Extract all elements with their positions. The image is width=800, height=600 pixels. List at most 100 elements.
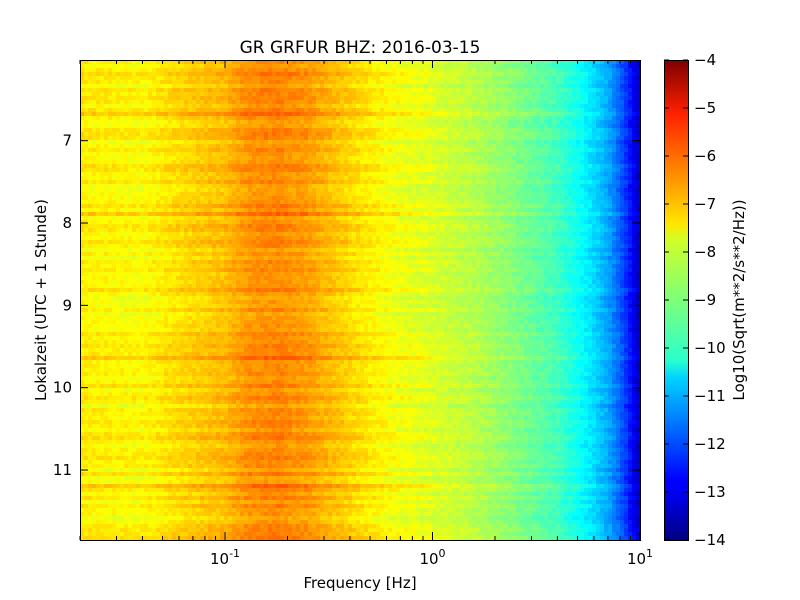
heatmap-cell <box>384 188 389 193</box>
heatmap-cell <box>564 152 569 157</box>
heatmap-cell <box>536 164 541 169</box>
heatmap-cell <box>188 164 193 169</box>
heatmap-cell <box>184 152 189 157</box>
heatmap-cell <box>252 112 257 117</box>
heatmap-cell <box>112 184 117 189</box>
heatmap-cell <box>232 192 237 197</box>
heatmap-cell <box>284 112 289 117</box>
heatmap-cell <box>320 80 325 85</box>
heatmap-cell <box>304 80 309 85</box>
heatmap-cell <box>220 168 225 173</box>
heatmap-cell <box>284 108 289 113</box>
heatmap-cell <box>376 148 381 153</box>
heatmap-cell <box>376 72 381 77</box>
heatmap-cell <box>448 156 453 161</box>
heatmap-cell <box>204 88 209 93</box>
heatmap-cell <box>384 140 389 145</box>
heatmap-cell <box>612 60 617 65</box>
heatmap-cell <box>496 88 501 93</box>
heatmap-cell <box>460 92 465 97</box>
heatmap-cell <box>396 76 401 81</box>
heatmap-cell <box>152 176 157 181</box>
heatmap-cell <box>160 108 165 113</box>
heatmap-cell <box>132 156 137 161</box>
heatmap-cell <box>420 92 425 97</box>
heatmap-cell <box>208 148 213 153</box>
heatmap-cell <box>520 164 525 169</box>
heatmap-cell <box>380 156 385 161</box>
heatmap-cell <box>532 104 537 109</box>
heatmap-cell <box>436 132 441 137</box>
heatmap-cell <box>460 116 465 121</box>
heatmap-cell <box>416 128 421 133</box>
heatmap-cell <box>280 108 285 113</box>
heatmap-cell <box>392 168 397 173</box>
heatmap-cell <box>172 104 177 109</box>
heatmap-cell <box>196 92 201 97</box>
heatmap-cell <box>536 72 541 77</box>
heatmap-cell <box>292 184 297 189</box>
heatmap-cell <box>92 136 97 141</box>
heatmap-cell <box>564 64 569 69</box>
heatmap-cell <box>108 136 113 141</box>
heatmap-cell <box>496 60 501 65</box>
heatmap-cell <box>360 156 365 161</box>
heatmap-cell <box>248 80 253 85</box>
heatmap-cell <box>440 100 445 105</box>
heatmap-cell <box>512 68 517 73</box>
heatmap-cell <box>132 148 137 153</box>
heatmap-cell <box>324 64 329 69</box>
heatmap-cell <box>132 68 137 73</box>
heatmap-cell <box>536 160 541 165</box>
heatmap-cell <box>564 140 569 145</box>
heatmap-cell <box>400 180 405 185</box>
heatmap-cell <box>620 144 625 149</box>
heatmap-cell <box>424 104 429 109</box>
heatmap-cell <box>464 60 469 65</box>
heatmap-cell <box>80 184 85 189</box>
heatmap-cell <box>392 140 397 145</box>
heatmap-cell <box>396 68 401 73</box>
heatmap-cell <box>592 196 597 201</box>
heatmap-cell <box>436 88 441 93</box>
heatmap-cell <box>628 136 633 141</box>
heatmap-cell <box>588 120 593 125</box>
heatmap-cell <box>628 132 633 137</box>
heatmap-cell <box>580 196 585 201</box>
heatmap-cell <box>564 176 569 181</box>
heatmap-cell <box>400 188 405 193</box>
heatmap-cell <box>176 136 181 141</box>
heatmap-cell <box>212 140 217 145</box>
heatmap-cell <box>548 76 553 81</box>
heatmap-cell <box>560 76 565 81</box>
heatmap-cell <box>532 152 537 157</box>
heatmap-cell <box>208 140 213 145</box>
heatmap-cell <box>476 172 481 177</box>
heatmap-cell <box>304 96 309 101</box>
heatmap-cell <box>616 92 621 97</box>
heatmap-cell <box>208 200 213 205</box>
heatmap-cell <box>528 96 533 101</box>
heatmap-cell <box>196 100 201 105</box>
heatmap-cell <box>328 76 333 81</box>
heatmap-cell <box>492 64 497 69</box>
heatmap-cell <box>332 172 337 177</box>
heatmap-cell <box>592 128 597 133</box>
heatmap-cell <box>312 120 317 125</box>
heatmap-cell <box>188 88 193 93</box>
heatmap-cell <box>184 172 189 177</box>
heatmap-cell <box>340 76 345 81</box>
heatmap-cell <box>216 192 221 197</box>
heatmap-cell <box>316 200 321 205</box>
heatmap-cell <box>144 60 149 65</box>
heatmap-cell <box>144 196 149 201</box>
heatmap-cell <box>392 184 397 189</box>
heatmap-cell <box>528 104 533 109</box>
heatmap-cell <box>232 124 237 129</box>
heatmap-cell <box>184 176 189 181</box>
heatmap-cell <box>532 180 537 185</box>
heatmap-cell <box>352 72 357 77</box>
heatmap-cell <box>396 144 401 149</box>
heatmap-cell <box>184 76 189 81</box>
heatmap-cell <box>152 156 157 161</box>
